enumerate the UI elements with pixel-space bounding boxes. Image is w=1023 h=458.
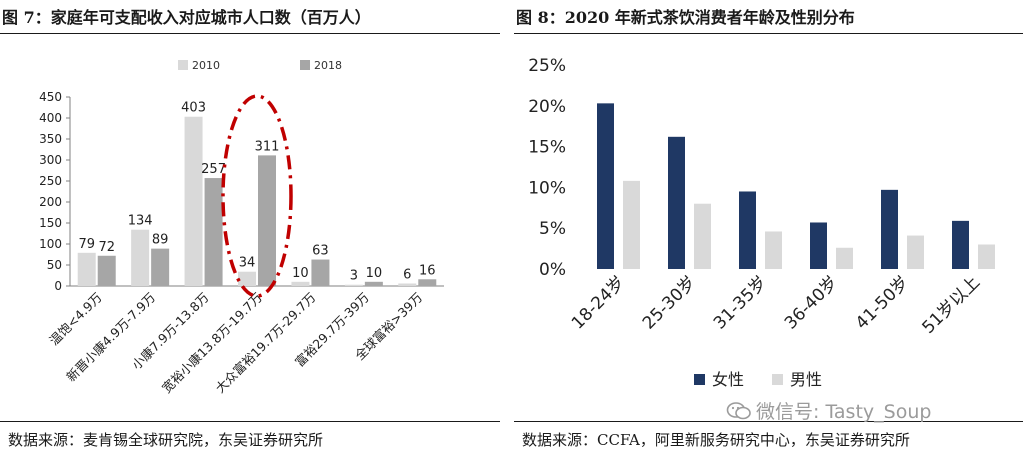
bar-female-3 (810, 222, 827, 269)
data-label-2010-3: 34 (239, 256, 256, 271)
y-tick-label: 10% (528, 178, 566, 198)
bar-male-5 (978, 244, 995, 269)
left-title-rule (0, 33, 500, 34)
left-source-note: 数据来源：麦肯锡全球研究院，东吴证券研究所 (8, 431, 324, 449)
y-tick-label: 5% (539, 219, 566, 239)
data-label-2018-4: 63 (312, 244, 329, 259)
y-tick-label: 20% (528, 97, 566, 117)
right-source-note: 数据来源：CCFA，阿里新服务研究中心，东吴证券研究所 (522, 431, 910, 449)
y-tick-label: 250 (39, 174, 62, 188)
legend-label-2010: 2010 (192, 59, 220, 72)
category-label-1: 新晋小康4.9万-7.9万 (63, 290, 158, 385)
bar-2010-5 (344, 284, 363, 286)
y-tick-label: 50 (47, 258, 62, 272)
category-label-0: 18-24岁 (568, 272, 629, 333)
y-tick-label: 150 (39, 216, 62, 230)
legend-swatch-2010 (178, 60, 188, 70)
bar-2018-4 (311, 259, 330, 286)
y-tick-label: 200 (39, 195, 62, 209)
category-label-0: 温饱<4.9万 (46, 290, 105, 349)
bar-male-0 (623, 180, 640, 269)
left-figure-panel: 图 7：家庭年可支配收入对应城市人口数（百万人） 2010 2018 0 50 100 1… (0, 0, 500, 458)
left-source-rule (0, 421, 500, 422)
category-label-2: 31-35岁 (710, 272, 771, 333)
category-label-3: 36-40岁 (781, 272, 842, 333)
category-label-4: 41-50岁 (852, 272, 913, 333)
right-source-rule (514, 421, 1023, 422)
age-gender-bar-chart: 0% 5% 10% 15% 20% 25% 18-24岁 25-30岁 31-35岁 36-40岁… (528, 56, 995, 389)
watermark-text: 微信号: Tasty_Soup (756, 401, 932, 423)
y-tick-label: 0% (539, 260, 566, 280)
legend-label-2018: 2018 (314, 59, 342, 72)
category-label-1: 25-30岁 (639, 272, 700, 333)
bar-2010-3 (238, 271, 256, 286)
bar-2018-0 (97, 255, 116, 286)
legend-swatch-male (772, 374, 783, 385)
bar-female-0 (597, 103, 614, 270)
legend-label-female: 女性 (712, 370, 744, 389)
bar-male-2 (765, 231, 782, 269)
data-label-2018-6: 16 (419, 263, 436, 278)
bar-2010-0 (77, 252, 96, 286)
bar-female-4 (881, 189, 898, 269)
wechat-watermark: 微信号: Tasty_Soup (726, 397, 931, 424)
data-label-2010-5: 3 (350, 269, 358, 284)
bar-2018-3 (258, 155, 276, 286)
data-label-2010-6: 6 (403, 267, 411, 282)
bar-2018-6 (418, 279, 437, 286)
bar-2010-2 (184, 116, 203, 287)
bar-2018-5 (364, 281, 383, 286)
data-label-2018-3: 311 (255, 139, 280, 154)
bar-2018-1 (151, 248, 170, 286)
bar-female-5 (952, 220, 969, 269)
bar-2010-4 (291, 281, 310, 286)
bar-male-4 (907, 235, 924, 269)
bar-female-2 (739, 191, 756, 269)
category-label-5: 51岁以上 (919, 272, 985, 338)
data-label-2018-0: 72 (98, 240, 115, 255)
wechat-icon (726, 402, 751, 420)
population-bar-chart: 2010 2018 0 50 100 150 200 250 300 350 400 450 79 72 温… (39, 59, 444, 396)
data-label-2018-5: 10 (366, 266, 383, 281)
bar-2018-2 (204, 178, 223, 286)
bar-male-3 (836, 247, 853, 269)
bar-male-1 (694, 203, 711, 269)
left-figure-title: 图 7：家庭年可支配收入对应城市人口数（百万人） (2, 8, 371, 27)
right-figure-title: 图 8：2020 年新式茶饮消费者年龄及性别分布 (516, 8, 855, 27)
highlight-ellipse (221, 94, 293, 298)
bar-2010-6 (398, 283, 417, 286)
y-tick-label: 15% (528, 138, 566, 158)
legend-label-male: 男性 (790, 370, 822, 389)
data-label-2010-1: 134 (128, 214, 153, 229)
data-label-2018-1: 89 (152, 233, 169, 248)
legend-swatch-2018 (300, 60, 310, 70)
y-tick-label: 450 (39, 90, 62, 104)
y-tick-label: 100 (39, 237, 62, 251)
y-tick-label: 0 (54, 279, 62, 293)
data-label-2010-2: 403 (181, 101, 206, 116)
bar-2010-1 (131, 229, 150, 286)
y-tick-label: 350 (39, 132, 62, 146)
right-title-rule (514, 33, 1023, 34)
data-label-2010-4: 10 (292, 266, 309, 281)
legend-swatch-female (694, 374, 705, 385)
category-label-4: 大众富裕19.7万-29.7万 (212, 290, 318, 396)
y-tick-label: 400 (39, 111, 62, 125)
y-tick-label: 300 (39, 153, 62, 167)
y-tick-label: 25% (528, 56, 566, 76)
right-figure-panel: 图 8：2020 年新式茶饮消费者年龄及性别分布 0% 5% 10% 15% 20% 25… (514, 0, 1023, 458)
data-label-2010-0: 79 (78, 237, 95, 252)
bar-female-1 (668, 136, 685, 269)
category-label-3: 宽裕小康13.8万-19.7万 (159, 290, 265, 396)
data-label-2018-2: 257 (201, 162, 226, 177)
